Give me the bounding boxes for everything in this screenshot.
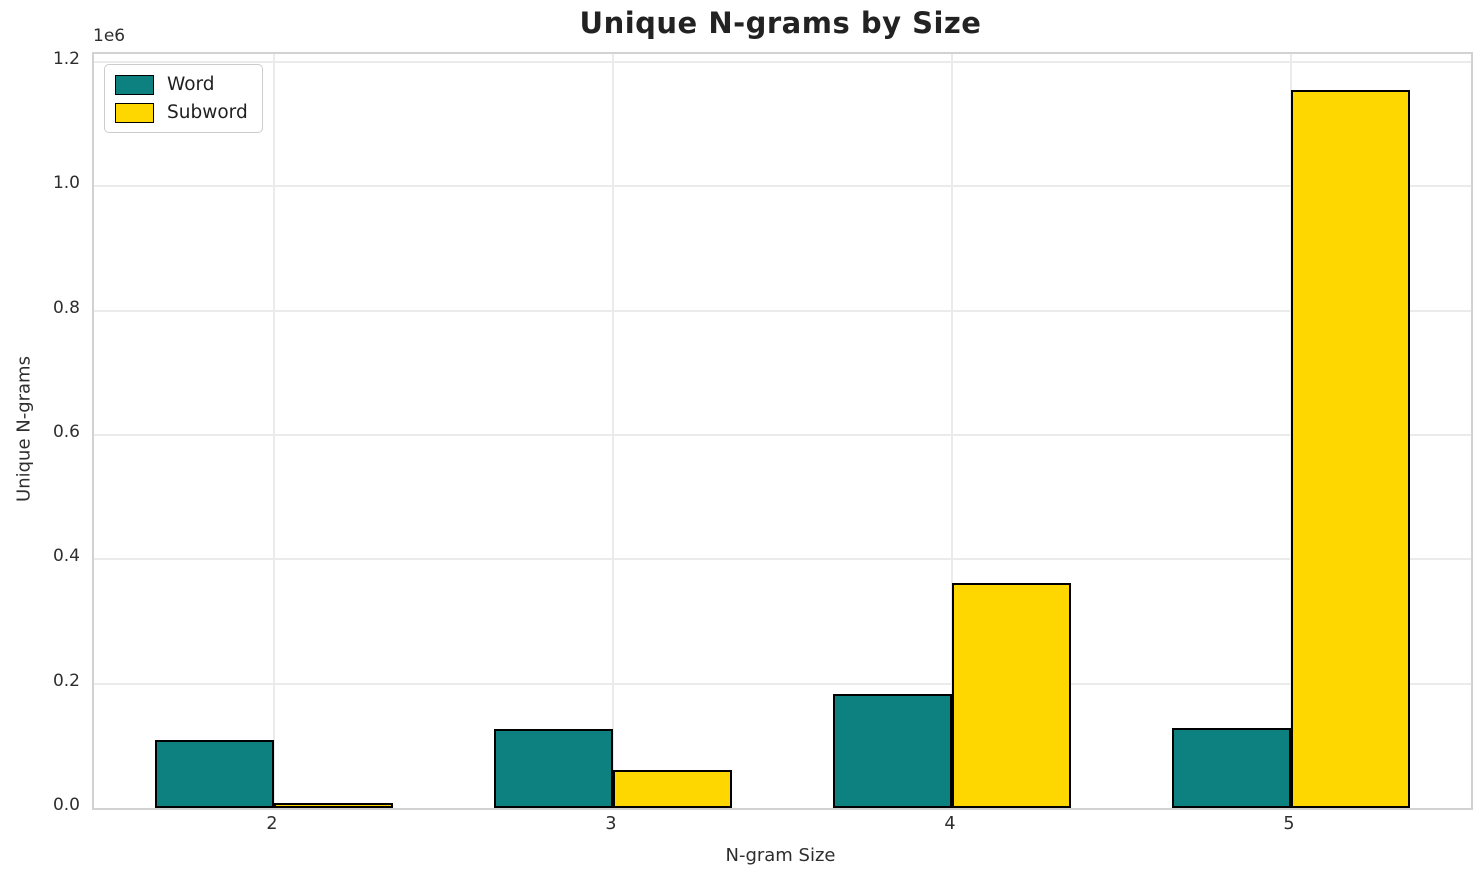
chart-title: Unique N-grams by Size xyxy=(579,6,982,40)
bar-word-5 xyxy=(1172,727,1291,808)
legend-entry-subword: Subword xyxy=(115,102,248,123)
h-gridline xyxy=(94,61,1471,64)
h-gridline xyxy=(94,309,1471,312)
bar-subword-4 xyxy=(951,582,1071,808)
legend-swatch-word xyxy=(115,74,154,95)
v-gridline xyxy=(273,54,275,808)
h-gridline xyxy=(94,434,1471,437)
y-tick-label: 0.6 xyxy=(52,422,80,443)
v-gridline xyxy=(950,54,953,808)
plot-area: Word Subword xyxy=(92,52,1473,810)
bar-subword-5 xyxy=(1290,90,1410,808)
x-tick-label: 5 xyxy=(1283,814,1295,834)
bar-subword-3 xyxy=(613,770,732,808)
legend: Word Subword xyxy=(104,64,263,133)
y-tick-label: 1.2 xyxy=(52,49,80,70)
h-gridline xyxy=(94,558,1471,561)
v-gridline xyxy=(612,54,614,808)
legend-label: Word xyxy=(167,74,215,95)
y-tick-label: 0.2 xyxy=(52,670,80,691)
legend-swatch-subword xyxy=(115,102,154,123)
x-axis-label: N-gram Size xyxy=(725,845,836,866)
bar-word-4 xyxy=(833,693,952,808)
x-tick-label: 4 xyxy=(944,814,956,834)
bar-subword-2 xyxy=(274,803,393,808)
h-gridline xyxy=(94,682,1471,685)
x-tick-label: 2 xyxy=(266,814,278,834)
y-tick-label: 1.0 xyxy=(52,173,80,194)
legend-label: Subword xyxy=(167,102,248,123)
y-axis-offset-label: 1e6 xyxy=(93,26,126,46)
y-tick-label: 0.4 xyxy=(52,546,80,567)
bar-word-2 xyxy=(155,739,274,808)
bar-word-3 xyxy=(494,729,613,808)
h-gridline xyxy=(94,185,1471,188)
legend-entry-word: Word xyxy=(115,74,248,95)
y-tick-label: 0.8 xyxy=(52,297,80,318)
y-tick-label: 0.0 xyxy=(52,795,80,815)
x-tick-label: 3 xyxy=(605,814,617,834)
